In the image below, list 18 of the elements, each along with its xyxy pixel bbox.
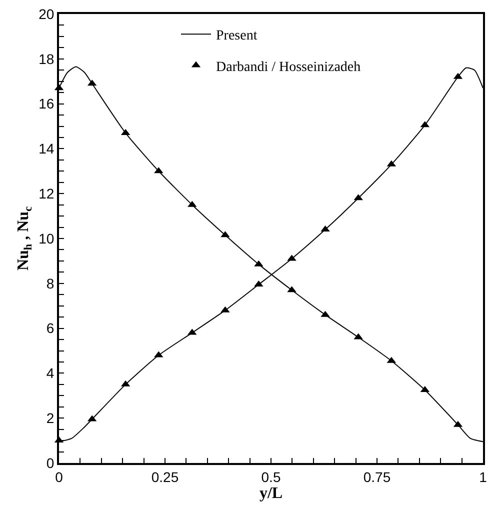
x-axis-title: y/L: [259, 484, 283, 502]
x-tick-label: 0.5: [261, 468, 281, 485]
y-tick-label: 8: [46, 275, 54, 292]
y-tick-label: 12: [38, 186, 54, 202]
y-tick-label: 6: [46, 320, 54, 336]
y-tick-label: 20: [38, 6, 54, 22]
x-tick-label: 1: [479, 468, 488, 485]
legend-label: Present: [216, 28, 258, 44]
x-tick-label: 0.75: [363, 468, 391, 485]
legend-label: Darbandi / Hosseinizadeh: [216, 60, 361, 75]
x-tick-label: 0.25: [151, 468, 179, 485]
y-tick-label: 2: [46, 410, 54, 426]
y-tick-label: 0: [46, 454, 54, 471]
y-tick-label: 16: [38, 96, 54, 112]
y-tick-label: 10: [38, 230, 54, 246]
y-tick-label: 14: [38, 140, 54, 157]
y-tick-label: 18: [38, 50, 54, 67]
y-tick-label: 4: [46, 365, 54, 382]
